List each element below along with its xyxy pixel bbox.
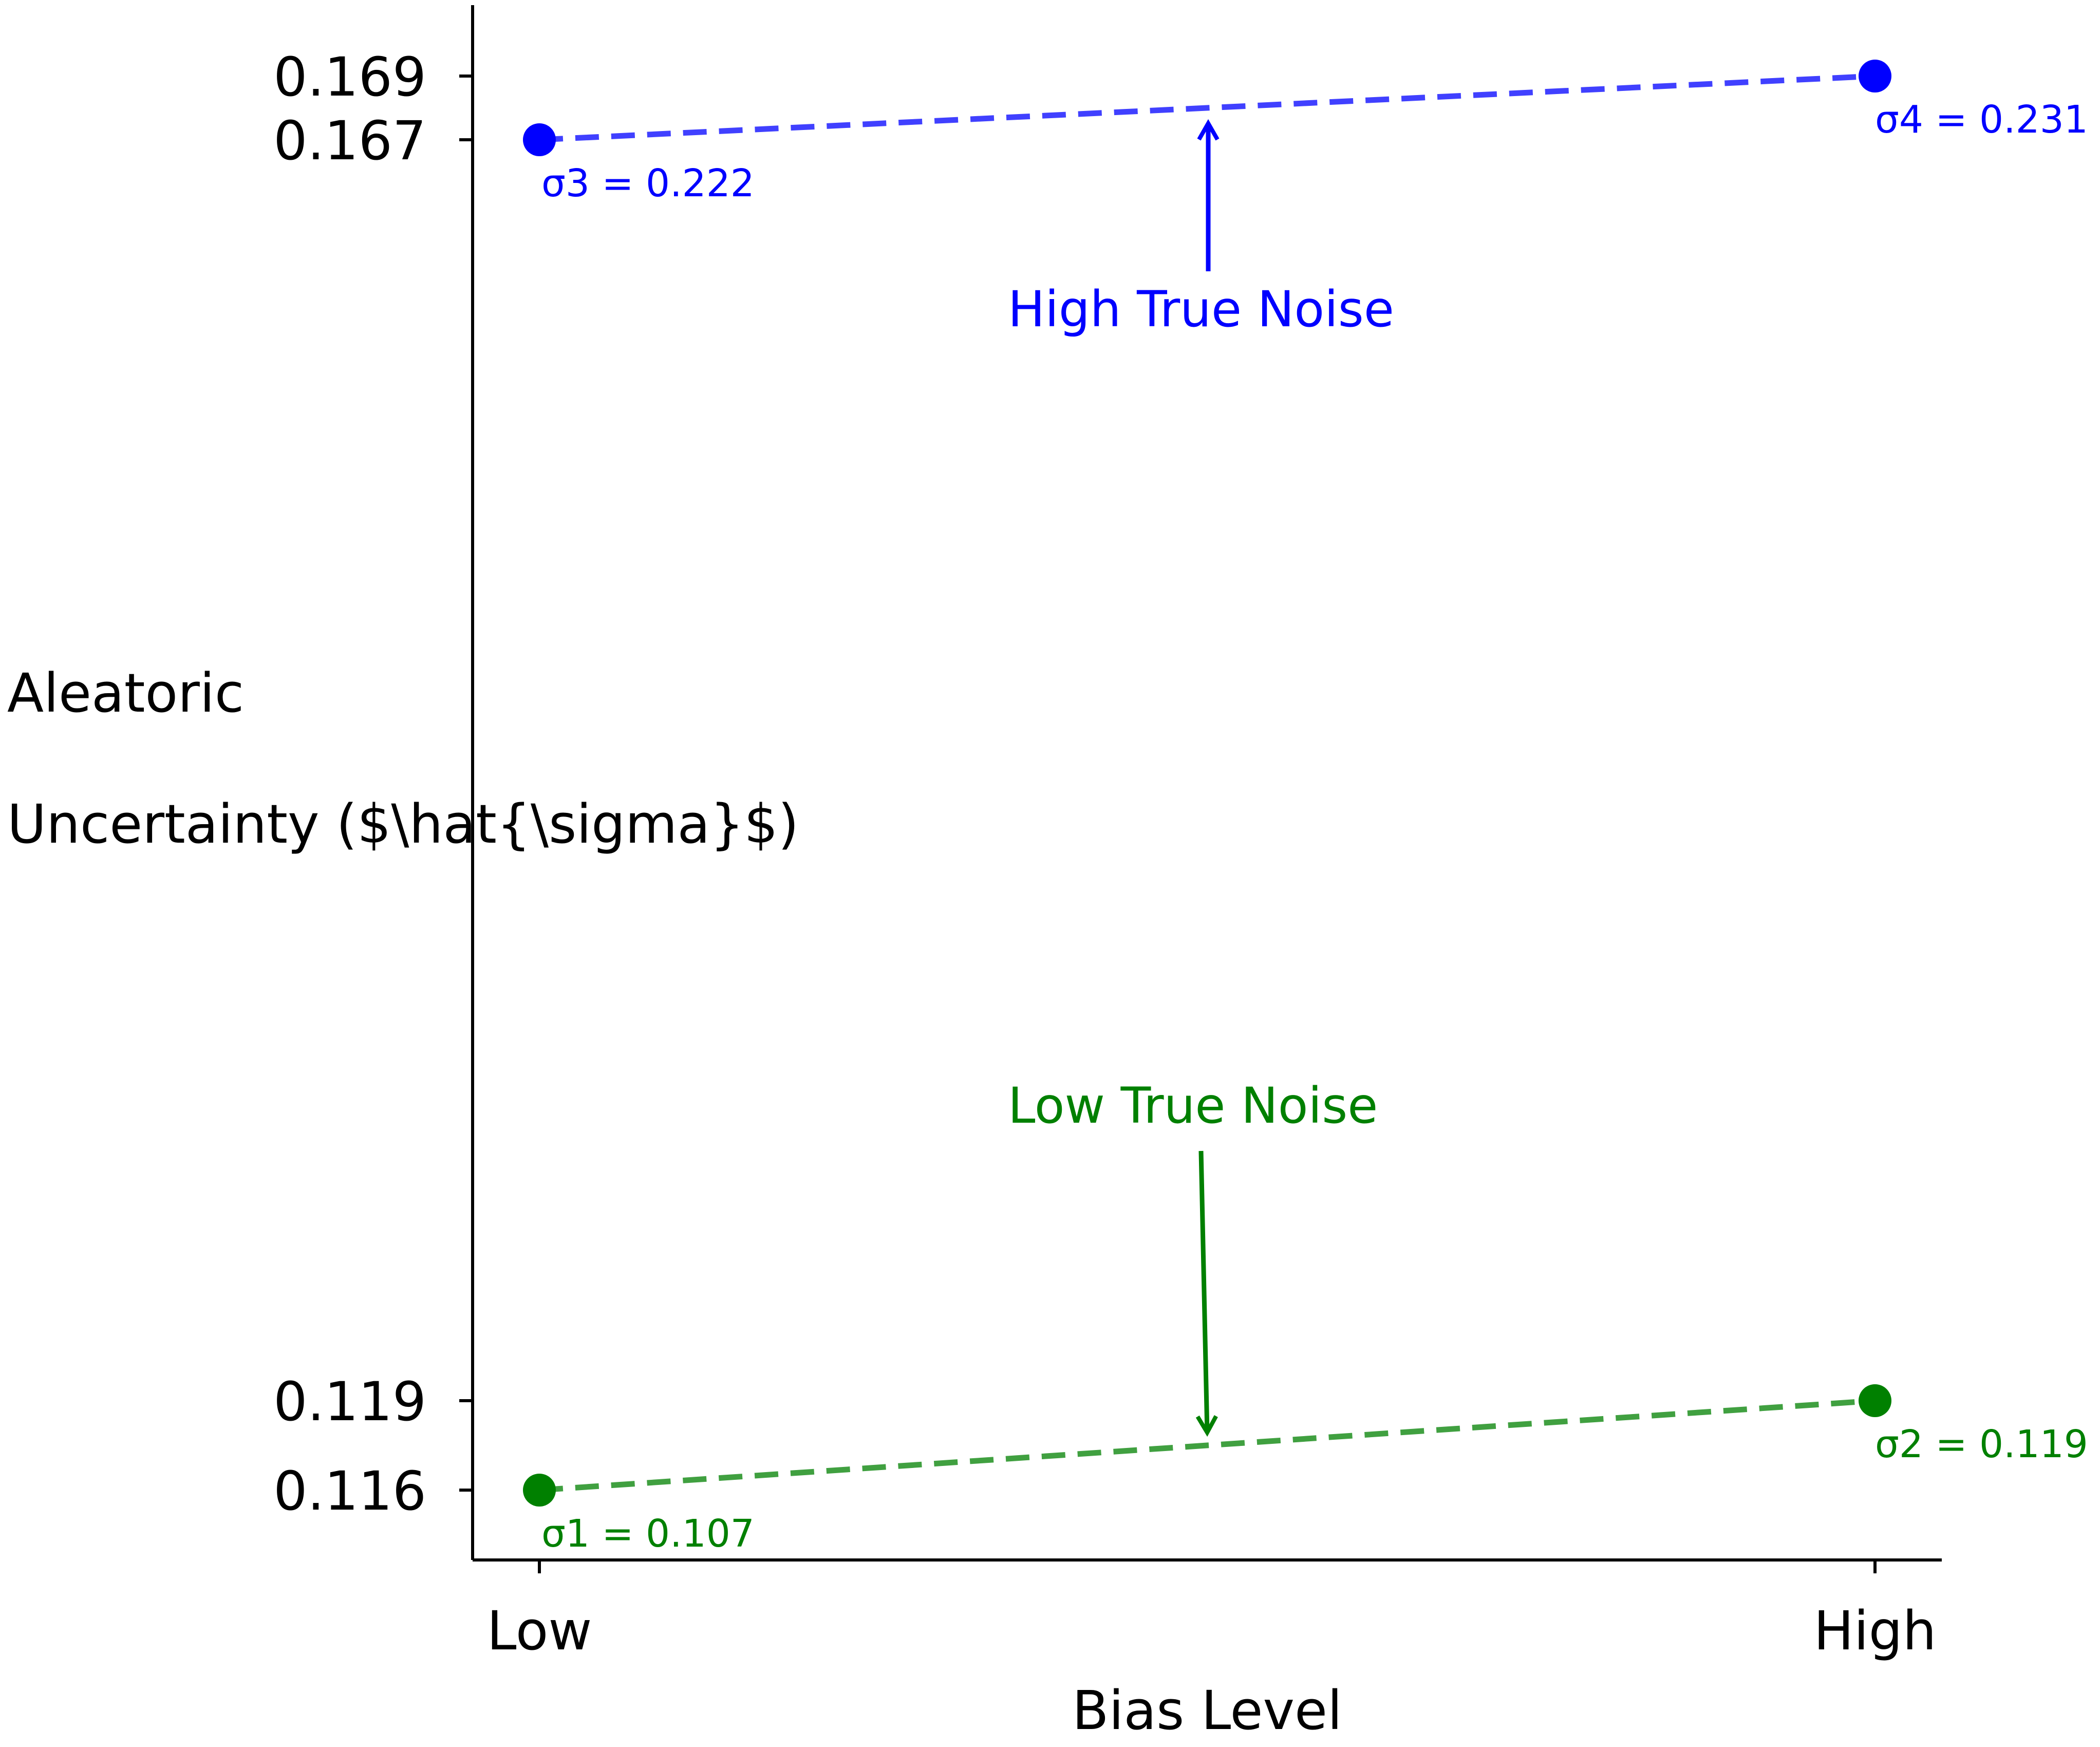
data-point (1859, 60, 1891, 92)
point-label: σ4 = 0.231 (1875, 98, 2088, 142)
point-label: σ3 = 0.222 (541, 161, 755, 206)
data-point (523, 1474, 556, 1507)
point-label: σ2 = 0.119 (1875, 1422, 2088, 1466)
y-tick-label: 0.116 (273, 1460, 426, 1522)
y-tick-label: 0.119 (273, 1370, 426, 1433)
series-line (539, 73, 1876, 143)
x-tick-label: High (1813, 1600, 1936, 1662)
y-axis-title-line-1: Aleatoric (7, 662, 244, 724)
point-label: σ1 = 0.107 (541, 1512, 755, 1556)
x-tick-label: Low (487, 1600, 592, 1662)
series-annotation: Low True Noise (1008, 1077, 1378, 1135)
series-line (539, 1398, 1876, 1493)
annotation-arrow (1195, 1150, 1218, 1437)
y-tick-label: 0.167 (273, 109, 426, 172)
y-tick-label: 0.169 (273, 46, 426, 108)
y-axis-title-line-2: Uncertainty ($\hat{\sigma}$) (7, 793, 799, 856)
series-annotation: High True Noise (1008, 281, 1394, 338)
data-point (1859, 1384, 1891, 1417)
x-axis-title: Bias Level (1072, 1679, 1342, 1742)
data-point (523, 123, 556, 156)
